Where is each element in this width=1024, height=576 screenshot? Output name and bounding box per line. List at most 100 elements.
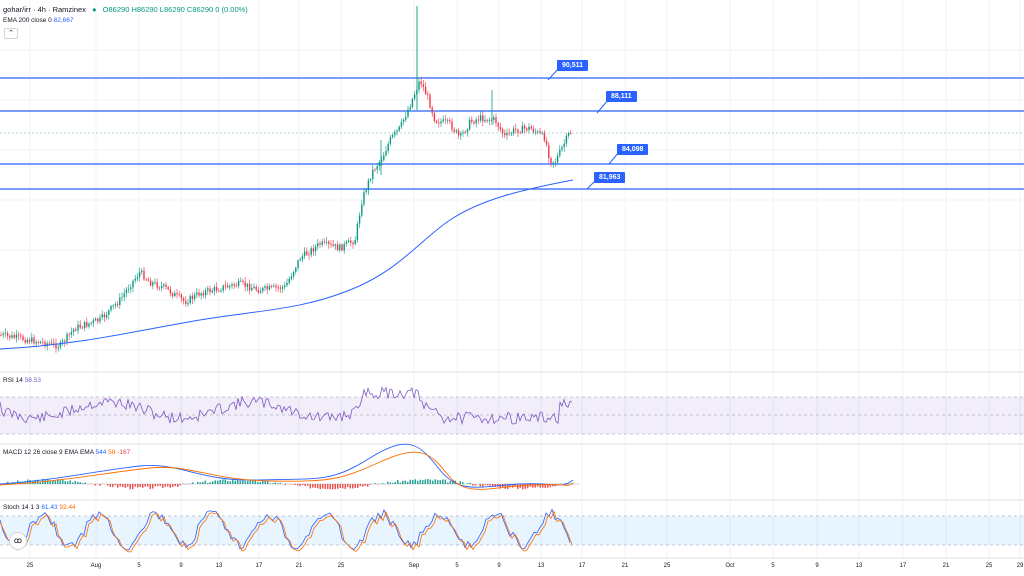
- candle-body: [70, 332, 73, 335]
- candle-body: [477, 119, 480, 121]
- macd-legend[interactable]: MACD 12 26 close 9 EMA EMA 544 58 -167: [3, 449, 130, 456]
- candle-body: [163, 284, 165, 287]
- macd-histogram-bar: [307, 484, 309, 486]
- macd-histogram-bar: [544, 484, 546, 488]
- macd-v2: 58: [108, 449, 116, 456]
- macd-histogram-bar: [109, 484, 111, 487]
- x-tick-label: 5: [771, 563, 775, 569]
- candle-body: [471, 119, 473, 122]
- macd-histogram-bar: [172, 484, 174, 488]
- macd-histogram-bar: [49, 481, 51, 484]
- macd-histogram-bar: [54, 480, 56, 484]
- candle-body: [431, 107, 433, 114]
- macd-histogram-bar: [97, 484, 99, 485]
- candle-body: [286, 282, 288, 286]
- candle-body: [132, 280, 134, 288]
- candle-body: [407, 109, 409, 117]
- candle-body: [308, 254, 310, 256]
- stoch-legend[interactable]: Stoch 14 1 3 61.43 92.44: [3, 504, 76, 511]
- candle-body: [224, 285, 227, 287]
- candle-body: [108, 310, 110, 315]
- macd-histogram-bar: [304, 484, 306, 486]
- candle-body: [391, 135, 394, 138]
- candle-body: [330, 243, 332, 245]
- macd-histogram-bar: [77, 481, 79, 484]
- macd-histogram-bar: [484, 484, 486, 485]
- tradingview-logo-icon[interactable]: ꝏ: [9, 532, 27, 550]
- candle-body: [92, 320, 95, 323]
- candle-body: [350, 240, 352, 243]
- chevron-up-icon[interactable]: ⌃: [4, 28, 18, 39]
- candle-body: [231, 284, 233, 286]
- macd-histogram-bar: [297, 484, 299, 486]
- macd-histogram-bar: [254, 479, 256, 484]
- level-tag-81963[interactable]: 81,963: [594, 172, 626, 183]
- macd-histogram-bar: [399, 482, 401, 484]
- symbol-title[interactable]: gohar/irr · 4h · Ramzinex: [3, 5, 86, 14]
- candle-body: [361, 204, 363, 216]
- candle-body: [347, 240, 350, 242]
- candle-body: [262, 287, 264, 292]
- macd-histogram-bar: [67, 481, 69, 484]
- macd-histogram-bar: [422, 479, 424, 484]
- candle-body: [396, 130, 398, 132]
- macd-histogram-bar: [24, 481, 26, 484]
- x-tick-label: 25: [663, 563, 671, 569]
- macd-histogram-bar: [22, 481, 24, 484]
- candle-body: [493, 117, 495, 121]
- candle-body: [83, 322, 86, 328]
- candle-body: [167, 286, 169, 290]
- macd-histogram-bar: [272, 483, 274, 484]
- candle-body: [202, 293, 205, 296]
- candle-body: [466, 129, 469, 133]
- x-tick-label: 17: [899, 563, 907, 569]
- candle-body: [413, 94, 416, 99]
- stoch-v1: 61.43: [41, 504, 58, 511]
- candle-body: [543, 132, 546, 141]
- candle-body: [523, 125, 526, 129]
- macd-histogram-bar: [294, 484, 296, 485]
- candle-body: [548, 144, 550, 159]
- candle-body: [541, 132, 543, 134]
- macd-histogram-bar: [84, 482, 86, 484]
- macd-histogram-bar: [217, 480, 219, 484]
- level-tag-90511[interactable]: 90,511: [557, 60, 589, 71]
- candle-body: [345, 241, 348, 244]
- level-tag-88111[interactable]: 88,111: [606, 91, 637, 102]
- candle-body: [110, 306, 112, 311]
- candle-body: [552, 162, 554, 164]
- macd-histogram-bar: [374, 483, 376, 484]
- candle-body: [429, 94, 431, 108]
- candle-body: [59, 342, 62, 348]
- macd-histogram-bar: [127, 484, 129, 487]
- candle-body: [570, 133, 572, 134]
- macd-histogram-bar: [57, 479, 59, 484]
- macd-histogram-bar: [132, 484, 134, 490]
- macd-histogram-bar: [524, 484, 526, 489]
- candle-body: [125, 289, 128, 294]
- rsi-legend[interactable]: RSI 14 58.53: [3, 377, 41, 384]
- candle-body: [244, 282, 246, 287]
- candle-body: [400, 121, 403, 127]
- candle-body: [532, 128, 535, 133]
- candle-body: [312, 248, 315, 252]
- macd-histogram-bar: [134, 484, 136, 487]
- macd-histogram-bar: [409, 479, 411, 484]
- candle-body: [6, 332, 9, 336]
- candle-body: [515, 128, 517, 130]
- candle-body: [119, 297, 121, 306]
- macd-histogram-bar: [392, 483, 394, 484]
- level-tag-connector: [596, 99, 609, 114]
- x-tick-label: 13: [855, 563, 863, 569]
- macd-name: MACD 12 26 close 9 EMA EMA: [3, 449, 94, 456]
- candle-body: [44, 341, 46, 347]
- candle-body: [79, 324, 81, 328]
- ema-legend[interactable]: EMA 200 close 0 82,667: [3, 17, 73, 24]
- macd-histogram-bar: [267, 481, 269, 484]
- candle-body: [495, 117, 497, 124]
- macd-histogram-bar: [19, 481, 21, 484]
- candle-body: [178, 293, 180, 295]
- level-tag-84098[interactable]: 84,098: [617, 144, 649, 155]
- candle-body: [88, 323, 90, 327]
